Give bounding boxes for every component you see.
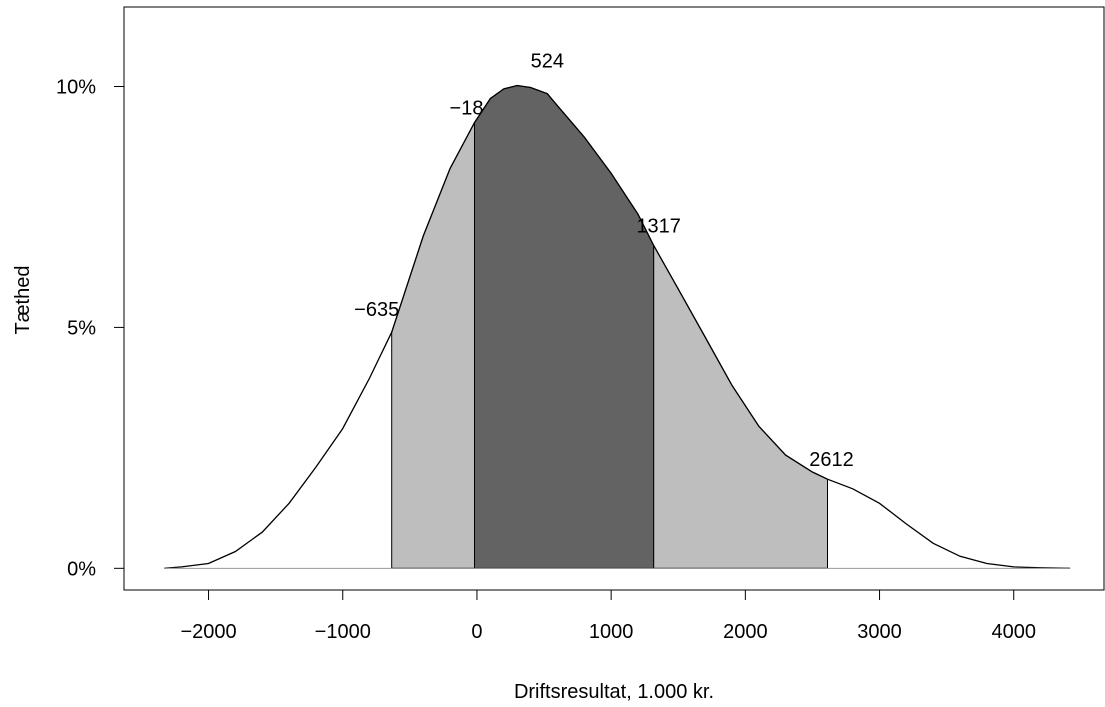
x-axis: −2000 −1000 0 1000 2000 3000 4000 [180,589,1036,643]
y-tick-label-2: 10% [56,77,96,99]
x-tick-label-1: −1000 [315,621,371,643]
density-curve [164,84,1071,569]
y-axis: 0% 5% 10% [56,77,125,580]
density-curve-layer [164,84,1071,569]
shaded-bands [391,84,828,569]
shaded-band-1 [474,84,655,569]
annotation-label-2: 524 [531,51,564,73]
x-tick-label-6: 4000 [991,621,1036,643]
x-tick-label-5: 3000 [857,621,902,643]
annotation-label-1: −18 [450,98,484,120]
annotation-label-3: 1317 [636,216,681,238]
y-axis-label: Tæthed [12,266,34,335]
x-tick-label-4: 2000 [723,621,768,643]
x-axis-label: Driftsresultat, 1.000 kr. [514,681,714,703]
x-tick-label-0: −2000 [180,621,236,643]
y-tick-label-1: 5% [67,317,96,339]
x-tick-label-2: 0 [471,621,482,643]
shaded-band-0 [391,122,475,569]
y-tick-label-0: 0% [67,558,96,580]
annotation-label-4: 2612 [809,449,854,471]
annotation-label-0: −635 [354,299,399,321]
annotations: −635 −18 524 1317 2612 [354,51,854,472]
shaded-band-2 [653,243,828,569]
x-tick-label-3: 1000 [589,621,634,643]
